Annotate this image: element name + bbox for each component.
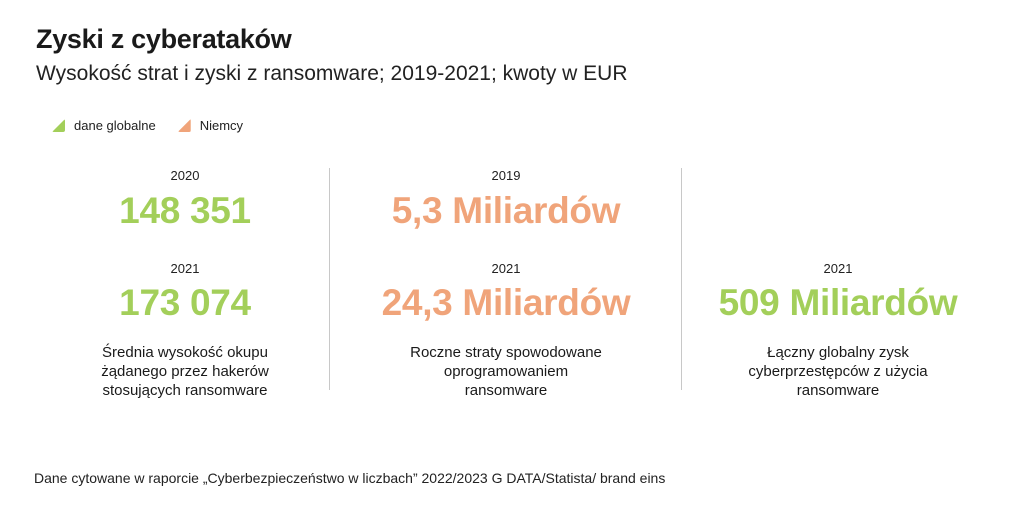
column-divider <box>329 168 330 390</box>
stat-year: 2020 <box>170 168 200 183</box>
column-divider <box>681 168 682 390</box>
description-line: oprogramowaniem <box>443 363 569 380</box>
description-line: ransomware <box>464 382 548 399</box>
column-description: Roczne straty spowodowane oprogramowanie… <box>330 343 682 400</box>
description-line: ransomware <box>796 382 880 399</box>
source-footnote: Dane cytowane w raporcie „Cyberbezpiecze… <box>34 470 666 486</box>
description-line: Roczne straty spowodowane <box>410 344 602 361</box>
stat-year: 2019 <box>491 168 521 183</box>
column-description: Średnia wysokość okupu żądanego przez ha… <box>40 343 330 400</box>
column-global-profit: 2021 509 Miliardów Łączny globalny zysk … <box>682 160 994 410</box>
description-line: Łączny globalny zysk <box>767 344 909 361</box>
stat-year: 2021 <box>491 261 521 276</box>
description-line: Średnia wysokość okupu <box>102 344 268 361</box>
legend: dane globalne Niemcy <box>52 118 265 133</box>
description-line: żądanego przez hakerów <box>101 363 269 380</box>
legend-swatch-orange-icon <box>177 119 191 132</box>
legend-item-global: dane globalne <box>52 118 156 133</box>
page-title: Zyski z cyberataków <box>36 24 292 54</box>
column-annual-losses: 2019 5,3 Miliardów 2021 24,3 Miliardów R… <box>330 160 682 410</box>
legend-label-global: dane globalne <box>74 118 156 133</box>
stat-value: 509 Miliardów <box>718 282 958 323</box>
stat-year: 2021 <box>170 261 200 276</box>
legend-item-germany: Niemcy <box>177 118 244 133</box>
stat-value: 148 351 <box>119 190 251 231</box>
page-subtitle: Wysokość strat i zyski z ransomware; 201… <box>36 62 628 85</box>
stat-year: 2021 <box>823 261 853 276</box>
legend-label-germany: Niemcy <box>199 118 244 133</box>
legend-swatch-green-icon <box>52 119 65 132</box>
description-line: cyberprzestępców z użycia <box>748 363 928 380</box>
description-line: stosujących ransomware <box>102 382 268 399</box>
column-description: Łączny globalny zysk cyberprzestępców z … <box>682 343 994 400</box>
column-ransom-average: 2020 148 351 2021 173 074 Średnia wysoko… <box>40 160 330 410</box>
stat-value: 173 074 <box>119 282 251 323</box>
stat-value: 24,3 Miliardów <box>381 282 631 323</box>
stat-value: 5,3 Miliardów <box>391 190 621 231</box>
